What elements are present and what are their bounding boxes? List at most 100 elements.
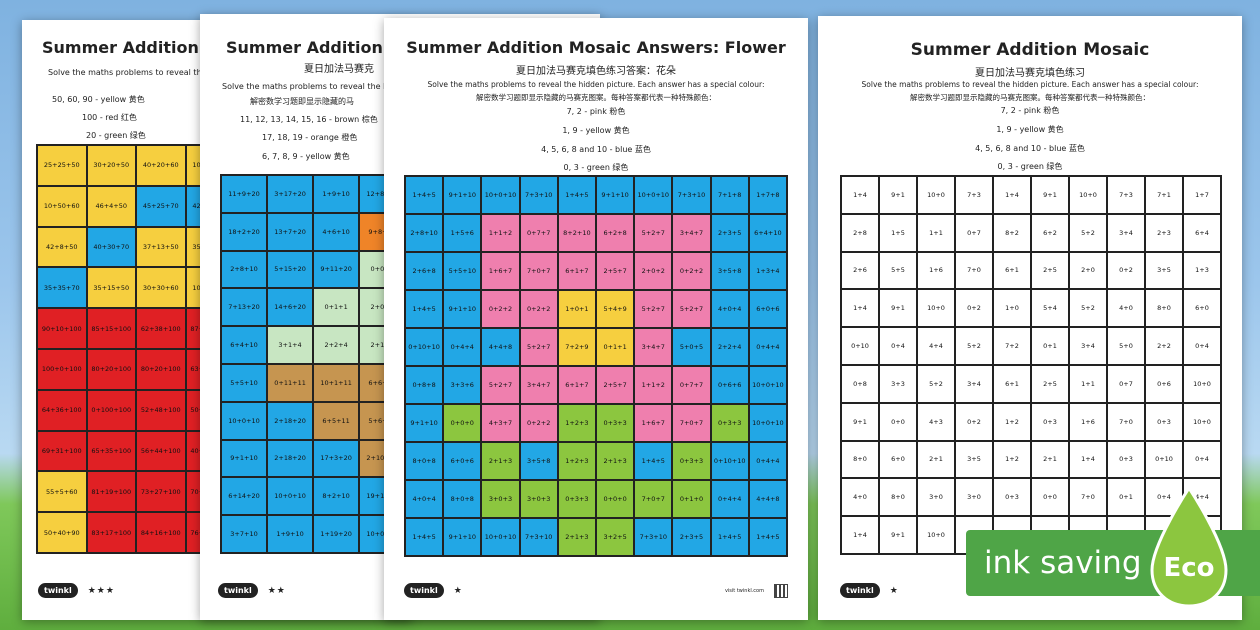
mosaic-cell: 9+1+10 xyxy=(443,176,482,214)
mosaic-cell: 2+18+20 xyxy=(267,401,314,440)
mosaic-cell: 4+4+8 xyxy=(481,328,520,366)
mosaic-cell: 6+4+10 xyxy=(221,326,268,364)
mosaic-cell: 0+1+0 xyxy=(672,480,711,518)
page-title: Summer Addition Mosaic Answers: Flower xyxy=(406,38,786,57)
ink-saving-label: ink saving xyxy=(984,545,1142,581)
mosaic-cell: 37+13+50 xyxy=(136,226,186,268)
mosaic-cell: 0+7 xyxy=(1107,364,1145,403)
mosaic-cell: 2+8+10 xyxy=(221,250,268,289)
mosaic-cell: 0+0+0 xyxy=(443,404,482,442)
mosaic-cell: 2+5 xyxy=(1031,364,1069,403)
mosaic-cell: 1+1+2 xyxy=(481,214,520,252)
mosaic-cell: 0+4+4 xyxy=(443,328,482,366)
mosaic-cell: 9+1 xyxy=(1031,176,1069,214)
key-line: 0, 3 - green 绿色 xyxy=(563,163,629,172)
mosaic-cell: 9+1 xyxy=(879,176,917,214)
mosaic-cell: 8+0 xyxy=(841,440,879,479)
mosaic-cell: 0+1+1 xyxy=(313,288,360,327)
mosaic-cell: 2+3+5 xyxy=(710,214,749,252)
mosaic-cell: 8+0 xyxy=(879,478,917,517)
mosaic-cell: 14+6+20 xyxy=(267,288,314,327)
mosaic-cell: 30+20+50 xyxy=(86,145,136,186)
mosaic-cell: 1+4+5 xyxy=(405,518,444,556)
mosaic-cell: 6+4+10 xyxy=(748,214,787,252)
mosaic-cell: 0+3+3 xyxy=(710,404,749,442)
mosaic-cell: 3+5 xyxy=(955,440,993,479)
mosaic-cell: 6+5+11 xyxy=(313,401,360,440)
mosaic-cell: 9+1 xyxy=(879,289,917,328)
mosaic-cell: 6+0+6 xyxy=(748,290,787,328)
page-subtitle: 夏日加法马赛克填色练习 xyxy=(975,68,1085,79)
mosaic-cell: 0+10 xyxy=(841,327,879,365)
mosaic-cell: 5+2 xyxy=(1069,213,1107,252)
visit-link[interactable]: visit twinkl.com xyxy=(724,587,764,594)
mosaic-cell: 0+10+10 xyxy=(405,328,444,366)
mosaic-cell: 6+0 xyxy=(1183,289,1221,328)
key-line: 20 - green 绿色 xyxy=(86,131,146,140)
mosaic-cell: 7+3 xyxy=(1107,176,1145,214)
mosaic-cell: 7+0+7 xyxy=(672,404,711,442)
mosaic-cell: 50+40+90 xyxy=(37,512,87,553)
mosaic-cell: 4+4+8 xyxy=(748,480,787,518)
mosaic-cell: 5+2+7 xyxy=(672,290,711,328)
mosaic-cell: 10+0 xyxy=(917,516,955,554)
mosaic-cell: 0+3 xyxy=(993,478,1031,517)
mosaic-cell: 65+35+100 xyxy=(86,430,136,472)
mosaic-cell: 0+10 xyxy=(1145,440,1183,479)
mosaic-cell: 3+4+7 xyxy=(519,366,558,404)
mosaic-cell: 5+2+7 xyxy=(481,366,520,404)
mosaic-cell: 9+1+10 xyxy=(443,518,482,556)
page-footer: twinkl ★★ xyxy=(218,583,286,598)
mosaic-cell: 2+18+20 xyxy=(267,439,314,478)
mosaic-cell: 1+4 xyxy=(993,176,1031,214)
worksheet-answers-page: Summer Addition Mosaic Answers: Flower 夏… xyxy=(384,18,808,620)
mosaic-cell: 2+1+3 xyxy=(557,518,596,556)
mosaic-cell: 81+19+100 xyxy=(86,471,136,513)
mosaic-cell: 0+4+4 xyxy=(748,442,787,480)
page-subtitle: 夏日加法马赛克填色练习答案：花朵 xyxy=(516,66,676,77)
mosaic-cell: 1+4 xyxy=(841,289,879,328)
mosaic-cell: 2+6+8 xyxy=(405,252,444,290)
mosaic-cell: 5+5+10 xyxy=(221,363,268,402)
mosaic-cell: 0+4 xyxy=(1183,440,1221,479)
mosaic-cell: 7+1 xyxy=(1145,176,1183,214)
mosaic-cell: 1+2+3 xyxy=(557,442,596,480)
mosaic-cell: 2+8+10 xyxy=(405,214,444,252)
mosaic-cell: 1+4+5 xyxy=(405,176,444,214)
mosaic-cell: 7+3 xyxy=(955,176,993,214)
mosaic-cell: 7+13+20 xyxy=(221,288,268,327)
mosaic-cell: 10+0+10 xyxy=(748,404,787,442)
mosaic-cell: 3+5+8 xyxy=(519,442,558,480)
mosaic-cell: 3+0+3 xyxy=(481,480,520,518)
mosaic-cell: 45+25+70 xyxy=(136,185,186,227)
mosaic-cell: 0+2 xyxy=(955,402,993,441)
mosaic-cell: 30+30+60 xyxy=(136,267,186,309)
mosaic-cell: 0+3+3 xyxy=(557,480,596,518)
instructions: Solve the maths problems to reveal the h… xyxy=(427,80,765,89)
mosaic-cell: 5+2 xyxy=(917,364,955,403)
mosaic-cell: 2+0 xyxy=(1069,251,1107,290)
mosaic-cell: 1+7+8 xyxy=(748,176,787,214)
page-footer: twinkl ★★★ xyxy=(38,583,115,598)
mosaic-cell: 6+1+7 xyxy=(557,252,596,290)
twinkl-logo: twinkl xyxy=(404,583,444,598)
mosaic-cell: 7+1+8 xyxy=(710,176,749,214)
mosaic-cell: 7+0+7 xyxy=(634,480,673,518)
mosaic-cell: 7+3+10 xyxy=(519,176,558,214)
mosaic-cell: 6+0+6 xyxy=(443,442,482,480)
mosaic-cell: 5+5+10 xyxy=(443,252,482,290)
instructions: Solve the maths problems to reveal the h… xyxy=(48,68,270,77)
mosaic-cell: 17+3+20 xyxy=(313,439,360,478)
mosaic-cell: 3+4+7 xyxy=(634,328,673,366)
mosaic-cell: 4+4 xyxy=(917,327,955,365)
mosaic-cell: 0+2+2 xyxy=(519,404,558,442)
page-title: Summer Addition M xyxy=(226,38,405,57)
mosaic-cell: 1+3+4 xyxy=(748,252,787,290)
mosaic-cell: 9+1+10 xyxy=(443,290,482,328)
mosaic-cell: 3+0+3 xyxy=(519,480,558,518)
mosaic-cell: 5+2+7 xyxy=(634,214,673,252)
mosaic-cell: 2+5+7 xyxy=(596,366,635,404)
mosaic-cell: 9+11+20 xyxy=(313,250,360,289)
mosaic-cell: 2+1 xyxy=(1031,440,1069,479)
mosaic-cell: 2+0+2 xyxy=(634,252,673,290)
